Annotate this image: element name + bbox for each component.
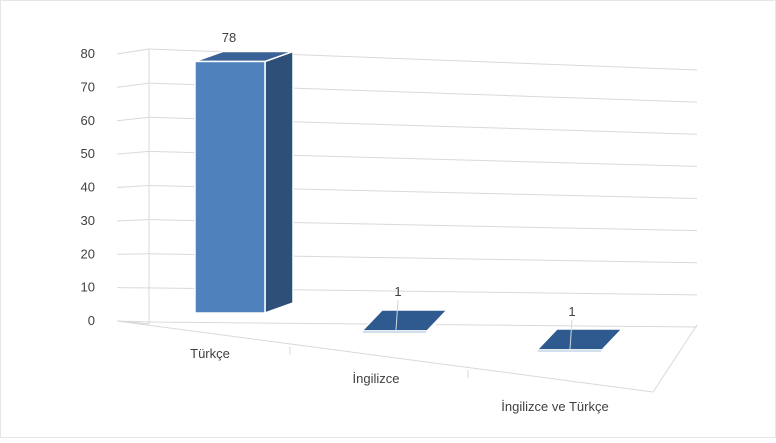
x-tick-label: İngilizce: [353, 371, 400, 386]
y-tick-label: 40: [81, 180, 95, 195]
y-tick-label: 10: [81, 280, 95, 295]
bar-side: [265, 51, 293, 313]
y-tick-label: 70: [81, 79, 95, 94]
y-axis-ticks: 0 10 20 30 40 50 60 70 80: [81, 46, 95, 328]
data-label: 1: [568, 304, 575, 319]
x-tick-label: Türkçe: [190, 346, 230, 361]
y-tick-label: 30: [81, 213, 95, 228]
bar-1: [362, 331, 427, 333]
gridline-left: [117, 254, 149, 255]
y-tick-label: 0: [88, 313, 95, 328]
bar-2: [537, 350, 602, 352]
y-tick-label: 80: [81, 46, 95, 61]
y-tick-label: 50: [81, 146, 95, 161]
bar-0: [195, 61, 265, 313]
y-tick-label: 60: [81, 113, 95, 128]
data-label: 78: [222, 30, 236, 45]
y-tick-label: 20: [81, 246, 95, 261]
x-tick-label: İngilizce ve Türkçe: [501, 399, 608, 414]
data-label: 1: [394, 284, 401, 299]
